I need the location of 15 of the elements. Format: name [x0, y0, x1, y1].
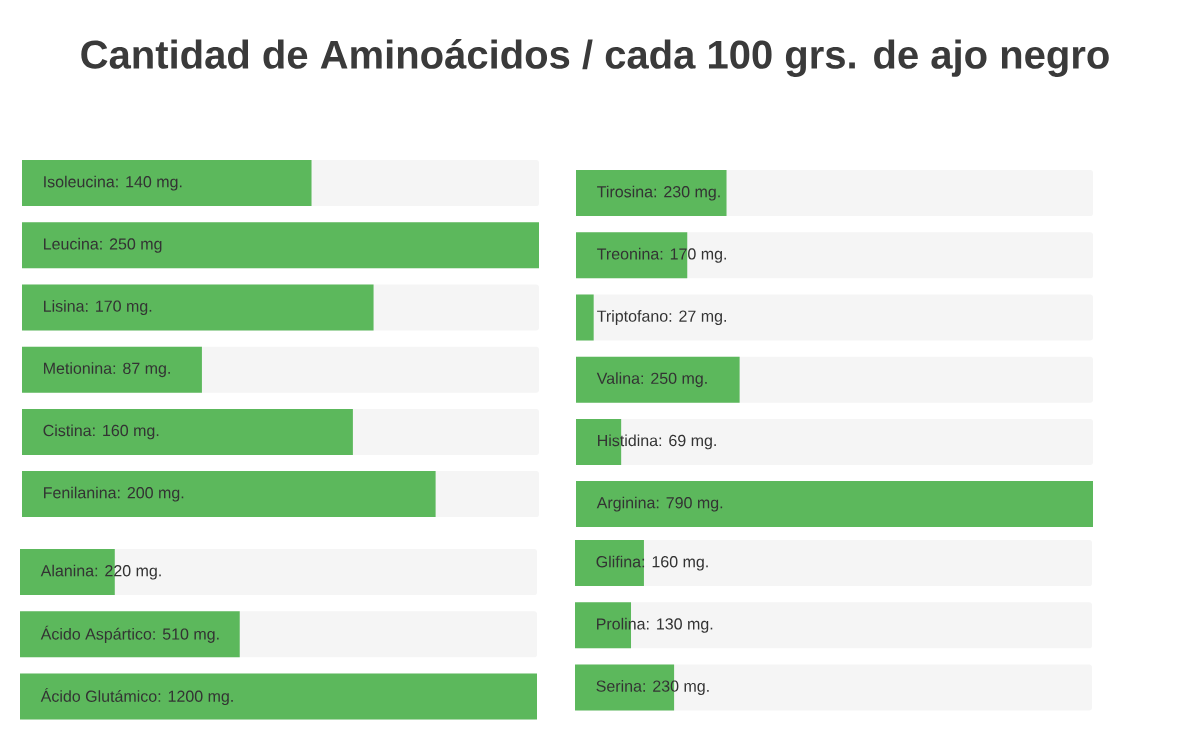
- data-label: Valina: 250 mg.: [596, 372, 707, 388]
- data-label: Ácido Glutámico: 1200 mg.: [40, 687, 233, 706]
- data-label: Ácido Aspártico: 510 mg.: [40, 625, 219, 643]
- data-label: Tirosina: 230 mg.: [597, 185, 720, 201]
- data-label: Cistina: 160 mg.: [43, 424, 159, 440]
- data-label: Leucina: 250 mg: [44, 237, 162, 253]
- data-label: Glifina: 160 mg.: [596, 555, 708, 571]
- data-label: Arginina: 790 mg.: [596, 496, 723, 512]
- data-label: Metionina: 87 mg.: [44, 362, 170, 378]
- data-label: Triptofano: 27 mg.: [597, 310, 726, 325]
- chart-title: Cantidad de Aminoácidos / cada 100 grs. de ajo negro: [81, 39, 1109, 77]
- data-label: Isoleucina: 140 mg.: [44, 175, 182, 191]
- data-label: Lisina: 170 mg.: [44, 300, 152, 315]
- data-label: Fenilanina: 200 mg.: [44, 486, 184, 502]
- bar: [576, 294, 594, 341]
